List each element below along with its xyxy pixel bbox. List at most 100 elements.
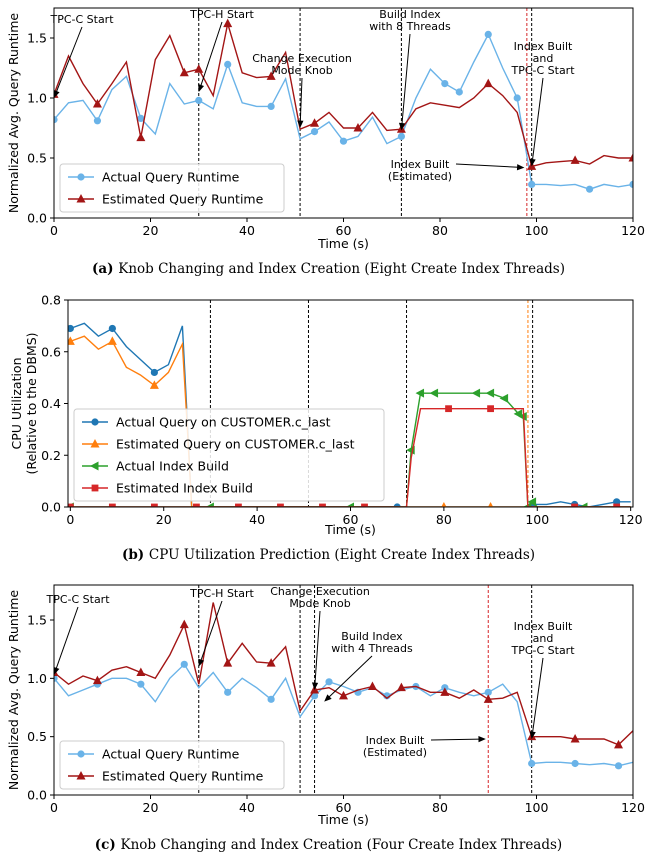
annotation-text: Change Execution <box>270 585 370 598</box>
y-tick-label: 0.5 <box>27 151 47 166</box>
y-tick-label: 0.5 <box>27 729 47 744</box>
series-3-point <box>319 503 326 507</box>
series-line-3 <box>70 408 631 507</box>
series-1-point <box>266 71 276 80</box>
legend-label: Estimated Query Runtime <box>102 192 264 207</box>
annotation-arrow <box>200 600 223 662</box>
y-tick-label: 0.8 <box>41 293 61 308</box>
series-2-point <box>527 497 537 507</box>
arrow-head <box>311 682 319 690</box>
legend-marker <box>77 173 85 181</box>
series-1-point <box>396 682 406 692</box>
annotation-text: TPC-C Start <box>510 64 575 77</box>
series-3-point <box>193 503 200 507</box>
annotation-text: with 4 Threads <box>331 642 413 655</box>
series-1-point <box>483 694 493 703</box>
series-3-point <box>445 405 452 413</box>
annotation-text: Build Index <box>341 630 403 643</box>
series-line-0 <box>54 663 633 767</box>
series-0-point <box>195 96 203 104</box>
series-1-point <box>487 502 494 507</box>
panel-c: 0 20 40 60 80 100 120 0.0 0.5 1.0 1.5 Time (s) Norma… <box>6 584 645 853</box>
x-tick-label: 120 <box>619 512 643 527</box>
series-1-point <box>223 658 233 667</box>
series-0-point <box>393 503 401 507</box>
series-0-point <box>629 180 633 188</box>
series-1-point <box>68 336 75 345</box>
annotation-text: Index Built <box>366 734 425 747</box>
series-0-point <box>137 680 145 688</box>
series-2-point <box>415 388 425 398</box>
annotation-text: Index Built <box>514 40 573 53</box>
x-tick-label: 20 <box>143 800 159 815</box>
series-1-point <box>441 502 447 507</box>
annotation-arrow <box>328 655 373 698</box>
series-0-point <box>310 128 319 136</box>
legend-marker <box>77 750 85 758</box>
legend: Actual Query on CUSTOMER.c_last Estimated… <box>73 408 385 502</box>
series-1-point <box>179 67 189 77</box>
annotation-text: Index Built <box>514 620 573 633</box>
annotation-text: TPC-H Start <box>189 587 254 600</box>
series-2-point <box>205 502 214 507</box>
y-tick-label: 0.0 <box>27 788 47 803</box>
series-0-point <box>180 660 188 668</box>
series-2-point <box>471 388 481 398</box>
series-line-0 <box>70 322 631 507</box>
x-tick-label: 60 <box>336 223 352 238</box>
caption-text: CPU Utilization Prediction (Eight Create… <box>149 547 535 563</box>
series-0-point <box>484 688 492 696</box>
series-1-point <box>92 675 102 685</box>
legend-marker <box>90 439 100 448</box>
annotation-arrow <box>401 33 411 125</box>
series-1-point <box>136 132 146 142</box>
x-tick-label: 80 <box>432 223 448 238</box>
legend-marker <box>90 461 99 471</box>
x-tick-label: 20 <box>143 223 159 238</box>
y-tick-label: 0.4 <box>41 396 61 411</box>
series-0-point <box>224 60 232 68</box>
x-tick-label: 40 <box>239 223 255 238</box>
series-0-point <box>614 762 623 770</box>
legend-label: Estimated Query Runtime <box>102 769 264 784</box>
x-axis-label: Time (s) <box>317 236 369 251</box>
y-tick-label: 0.0 <box>27 211 47 226</box>
legend: Actual Query Runtime Estimated Query Runt… <box>59 163 285 213</box>
series-0-point <box>310 692 319 700</box>
series-0-point <box>54 674 58 682</box>
series-0-point <box>528 180 536 188</box>
caption-text: Knob Changing and Index Creation (Eight … <box>118 261 565 277</box>
annotation-text: TPC-C Start <box>45 593 110 606</box>
series-0-point <box>325 678 333 686</box>
series-0-point <box>513 94 521 102</box>
x-tick-label: 0 <box>66 512 74 527</box>
series-2-point <box>345 502 354 507</box>
x-tick-label: 60 <box>343 512 359 527</box>
series-line-1 <box>70 335 631 507</box>
series-2-point <box>499 393 509 403</box>
series-group <box>54 18 633 193</box>
y-tick-label: 1.5 <box>27 31 47 46</box>
arrow-head <box>198 658 205 667</box>
series-1-point <box>353 123 363 132</box>
series-3-point <box>235 503 242 507</box>
series-1-point <box>266 658 276 667</box>
x-tick-label: 0 <box>50 223 58 238</box>
series-0-point <box>455 88 463 96</box>
caption-letter: (a) <box>92 261 118 277</box>
x-tick-label: 80 <box>432 800 448 815</box>
legend-label: Estimated Index Build <box>116 481 253 496</box>
legend-marker <box>91 484 99 492</box>
series-0-point <box>267 102 275 110</box>
series-0-point <box>108 324 116 333</box>
arrow-head <box>53 90 60 98</box>
annotation-text: Change Execution <box>252 52 352 65</box>
series-2-point <box>429 388 439 398</box>
annotation-text: and <box>533 632 554 645</box>
series-0-point <box>571 759 579 768</box>
y-axis-label: Normalized Avg. Query Runtime <box>6 13 21 213</box>
annotation-text: Build Index <box>379 8 441 21</box>
series-0-point <box>224 688 232 696</box>
